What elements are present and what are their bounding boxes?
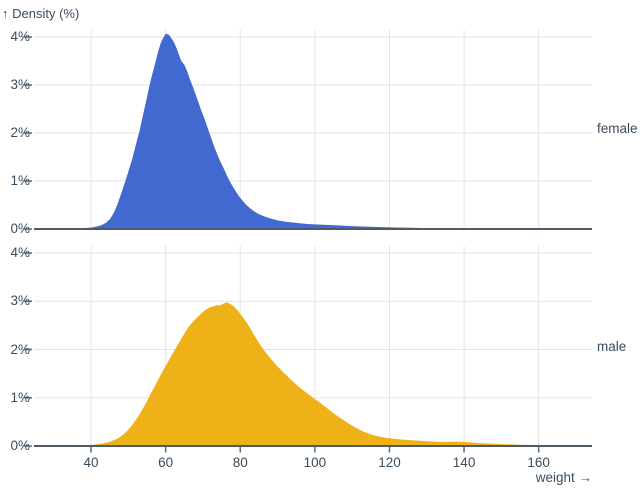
y-tick-label: 0% — [10, 438, 30, 453]
x-tick-label: 80 — [232, 455, 248, 470]
x-tick-label: 160 — [527, 455, 550, 470]
y-axis-title: ↑ Density (%) — [2, 6, 80, 21]
x-tick-label: 100 — [303, 455, 327, 470]
y-tick-label: 1% — [10, 173, 30, 188]
y-tick-label: 2% — [10, 125, 30, 140]
y-tick-label: 3% — [10, 293, 30, 309]
y-tick-label: 4% — [10, 245, 30, 260]
x-tick-label: 40 — [83, 455, 99, 470]
facet-label-female: female — [597, 121, 638, 136]
y-tick-label: 2% — [10, 341, 30, 357]
facet-label-male: male — [597, 339, 627, 354]
density-area-female — [34, 33, 592, 229]
x-tick-label: 120 — [378, 455, 401, 470]
y-tick-label: 1% — [10, 389, 30, 405]
y-tick-label: 3% — [10, 77, 30, 92]
x-axis-title: weight → — [535, 470, 592, 485]
y-tick-label: 0% — [10, 221, 30, 236]
x-tick-label: 140 — [452, 455, 476, 470]
y-tick-label: 4% — [10, 29, 30, 44]
density-area-male — [34, 302, 592, 446]
x-tick-label: 60 — [158, 455, 174, 470]
